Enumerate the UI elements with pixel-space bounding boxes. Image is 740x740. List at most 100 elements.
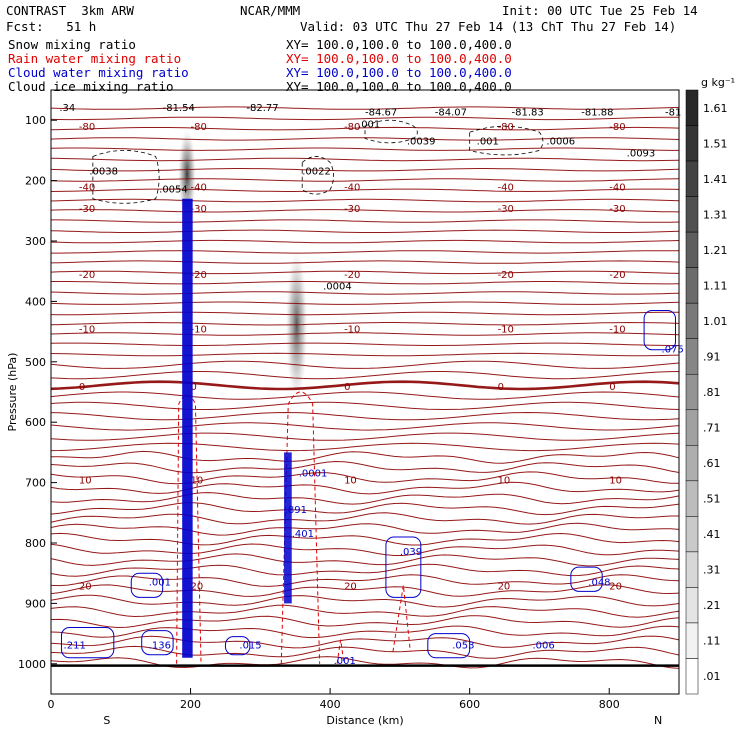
y-tick-label: 800 xyxy=(25,537,46,550)
temperature-contour xyxy=(50,563,680,577)
colorbar-label: .71 xyxy=(703,422,721,435)
init-time: Init: 00 UTC Tue 25 Feb 14 xyxy=(502,3,698,18)
temperature-contour xyxy=(50,360,680,369)
contour-label: 0 xyxy=(609,382,615,393)
contour-label: -30 xyxy=(79,204,95,215)
temperature-contour xyxy=(50,512,679,525)
south-label: S xyxy=(103,714,110,727)
value-annotation: -81 xyxy=(665,107,681,118)
field-snow: Snow mixing ratio xyxy=(8,37,136,52)
colorbar-cell xyxy=(685,622,699,659)
temperature-contour xyxy=(50,584,680,597)
rain-contour xyxy=(280,391,321,664)
temperature-contour xyxy=(50,198,680,203)
north-label: N xyxy=(654,714,662,727)
value-annotation: .0093 xyxy=(627,148,656,159)
value-annotation: .001 xyxy=(358,119,380,130)
contour-label: 10 xyxy=(79,476,92,487)
value-annotation: .401 xyxy=(292,529,314,540)
contour-label: -80 xyxy=(191,122,207,133)
field-rain: Rain water mixing ratio xyxy=(8,51,182,66)
cloud-water-contour xyxy=(60,627,115,659)
contour-label: -10 xyxy=(79,325,95,336)
temperature-contour xyxy=(50,106,680,110)
y-tick-label: 700 xyxy=(25,477,46,490)
colorbar-cell xyxy=(685,587,699,624)
value-annotation: .0006 xyxy=(546,136,575,147)
cloud-water-contour xyxy=(141,630,174,656)
contour-label: 20 xyxy=(609,581,622,592)
temperature-contour xyxy=(50,543,680,556)
value-annotation: .0038 xyxy=(89,167,118,178)
temperature-contour xyxy=(50,291,680,295)
contour-label: -40 xyxy=(191,183,207,194)
contour-label: 20 xyxy=(191,581,204,592)
value-annotation: .039 xyxy=(400,547,422,558)
colorbar-cell xyxy=(685,231,699,268)
temperature-contour xyxy=(50,188,680,193)
contour-label: 0 xyxy=(191,382,197,393)
colorbar-cell xyxy=(685,196,699,233)
x-tick-label: 800 xyxy=(599,698,620,711)
colorbar-label: 1.21 xyxy=(703,244,728,257)
field-cloud-water: Cloud water mixing ratio xyxy=(8,65,189,80)
temperature-contour xyxy=(50,126,680,131)
value-annotation: .001 xyxy=(477,136,499,147)
colorbar-cell xyxy=(685,160,699,197)
temperature-contour xyxy=(50,411,680,421)
temperature-contour xyxy=(50,168,680,172)
cloud-water-column xyxy=(284,452,292,604)
temperature-contour xyxy=(50,342,679,346)
x-tick-label: 0 xyxy=(48,698,55,711)
value-annotation: .0001 xyxy=(299,469,328,480)
value-annotation: .136 xyxy=(149,641,171,652)
value-annotation: .048 xyxy=(588,577,610,588)
temperature-contour xyxy=(50,147,679,151)
temperature-contour xyxy=(50,460,680,474)
temperature-contour xyxy=(50,604,680,618)
y-tick-label: 500 xyxy=(25,356,46,369)
temperature-contour xyxy=(50,502,680,516)
temperature-contour xyxy=(50,352,680,357)
value-annotation: .006 xyxy=(532,641,554,652)
temperature-contour xyxy=(50,471,680,485)
cloud-ice-contour xyxy=(364,119,418,144)
contour-label: -20 xyxy=(79,270,95,281)
value-annotation: -84.67 xyxy=(365,107,397,118)
contour-label: -20 xyxy=(344,270,360,281)
value-annotation: .0039 xyxy=(407,136,436,147)
y-tick-label: 100 xyxy=(25,114,46,127)
contour-label: 0 xyxy=(344,382,350,393)
colorbar-label: 1.41 xyxy=(703,173,728,186)
plot-frame xyxy=(50,89,680,695)
contour-label: -10 xyxy=(498,325,514,336)
contour-label: 20 xyxy=(344,581,357,592)
temperature-contour xyxy=(51,281,680,285)
colorbar-cell xyxy=(685,480,699,517)
value-annotation: -84.07 xyxy=(435,107,467,118)
temperature-contour xyxy=(50,178,680,182)
contour-label: -30 xyxy=(609,204,625,215)
temperature-contour xyxy=(50,625,680,639)
colorbar-cell xyxy=(685,409,699,446)
contour-label: -80 xyxy=(609,122,625,133)
temperature-contour xyxy=(50,574,680,587)
value-annotation: .891 xyxy=(285,505,307,516)
rain-contour xyxy=(336,639,345,664)
temperature-contour xyxy=(50,645,680,659)
value-annotation: -81.54 xyxy=(163,103,195,114)
cloud-water-contour xyxy=(643,309,677,351)
rain-contour xyxy=(176,394,202,664)
colorbar-cell xyxy=(685,302,699,339)
contour-label: -80 xyxy=(79,122,95,133)
temperature-contour xyxy=(50,594,680,608)
temperature-contour xyxy=(50,380,680,391)
value-annotation: .211 xyxy=(64,641,86,652)
temperature-contour xyxy=(50,260,680,264)
y-tick-label: 200 xyxy=(25,175,46,188)
contour-label: 10 xyxy=(609,476,622,487)
cloud-ice-contour xyxy=(469,125,544,156)
temperature-contour xyxy=(50,116,679,121)
value-annotation: -82.77 xyxy=(246,103,278,114)
